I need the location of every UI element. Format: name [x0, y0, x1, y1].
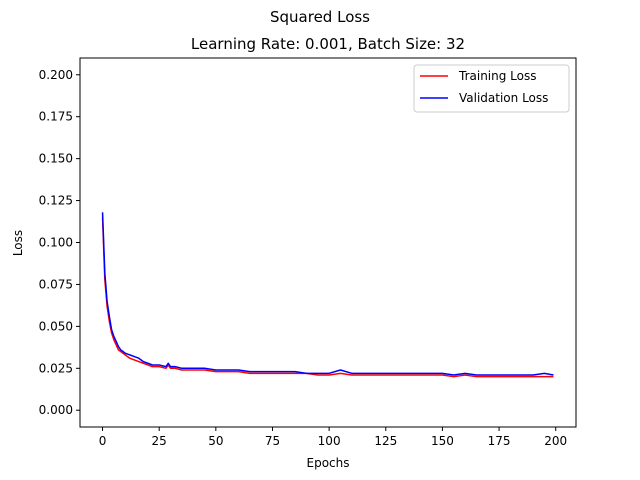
y-tick-label: 0.100 — [39, 236, 73, 250]
y-tick-label: 0.125 — [39, 194, 73, 208]
x-tick-label: 200 — [544, 434, 567, 448]
y-tick-label: 0.000 — [39, 403, 73, 417]
y-tick-label: 0.150 — [39, 152, 73, 166]
validation-loss-line — [101, 212, 554, 376]
y-tick-label: 0.050 — [39, 319, 73, 333]
x-tick-label: 50 — [208, 434, 223, 448]
x-tick-label: 100 — [318, 434, 341, 448]
x-tick-label: 25 — [152, 434, 167, 448]
x-axis-label: Epochs — [307, 456, 350, 470]
legend-label-training: Training Loss — [458, 69, 536, 83]
legend-label-validation: Validation Loss — [459, 91, 548, 105]
legend-box — [413, 64, 570, 113]
x-tick-label: 0 — [99, 434, 107, 448]
plot-lines — [101, 212, 554, 378]
y-axis-ticks: 0.000 0.025 0.050 0.075 0.100 0.125 0.150 0.175… — [39, 68, 80, 417]
y-tick-label: 0.075 — [39, 277, 73, 291]
y-axis-label: Loss — [11, 230, 25, 256]
x-tick-label: 125 — [374, 434, 397, 448]
x-tick-label: 75 — [265, 434, 280, 448]
axes-frame — [79, 57, 577, 428]
training-loss-line — [101, 217, 554, 378]
x-tick-label: 175 — [488, 434, 511, 448]
x-axis-ticks: 0 25 50 75 100 125 150 175 200 — [99, 427, 567, 448]
x-tick-label: 150 — [431, 434, 454, 448]
y-tick-label: 0.175 — [39, 110, 73, 124]
y-tick-label: 0.200 — [39, 68, 73, 82]
y-tick-label: 0.025 — [39, 361, 73, 375]
chart-suptitle: Squared Loss — [270, 8, 370, 26]
chart-title: Learning Rate: 0.001, Batch Size: 32 — [191, 35, 465, 53]
legend: Training Loss Validation Loss — [413, 64, 570, 113]
